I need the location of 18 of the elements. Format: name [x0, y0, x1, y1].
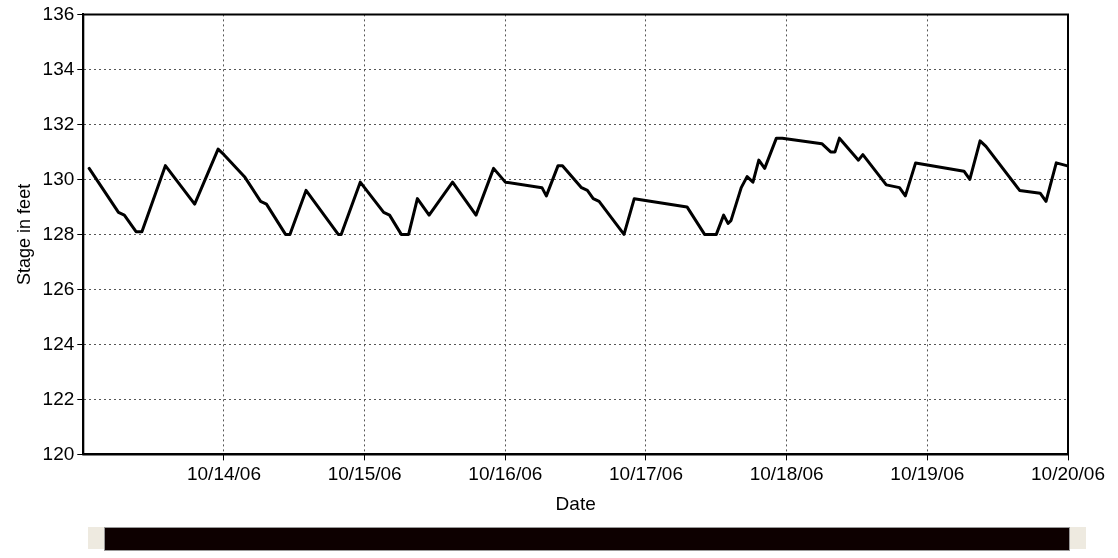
x-tick-label: 10/20/06 [1031, 463, 1105, 485]
x-tick-label: 10/18/06 [749, 463, 824, 485]
x-tick-label: 10/16/06 [468, 463, 543, 485]
y-tick-label: 124 [42, 332, 75, 354]
y-tick-label: 132 [42, 112, 75, 134]
y-axis-title: Stage in feet [13, 183, 34, 285]
x-tick-label: 10/14/06 [186, 463, 261, 485]
y-tick-label: 122 [42, 387, 75, 409]
y-tick-label: 128 [42, 222, 75, 244]
y-tick-label: 130 [42, 167, 75, 189]
y-tick-label: 136 [42, 2, 75, 24]
y-tick-label: 126 [42, 277, 75, 299]
x-tick-label: 10/17/06 [609, 463, 683, 485]
y-tick-label: 120 [42, 442, 75, 464]
y-tick-label: 134 [42, 57, 75, 79]
x-tick-label: 10/15/06 [327, 463, 402, 485]
x-axis-title: Date [555, 492, 596, 514]
x-tick-label: 10/19/06 [890, 463, 965, 485]
